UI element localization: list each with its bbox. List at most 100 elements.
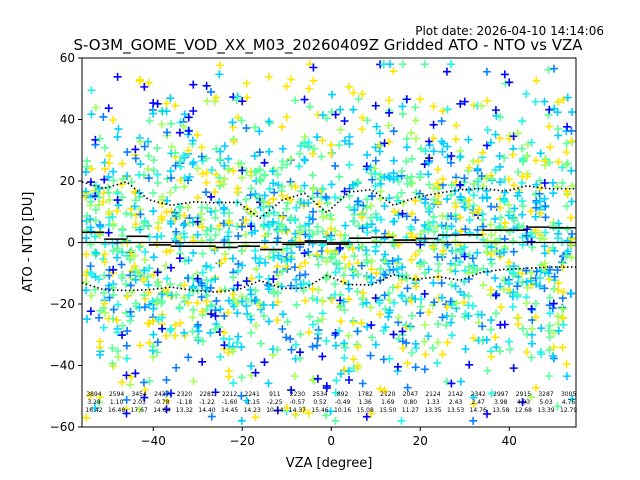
scatter-point — [433, 338, 442, 347]
scatter-point — [385, 289, 394, 298]
scatter-point — [447, 222, 456, 231]
scatter-point — [166, 280, 175, 289]
scatter-point — [237, 391, 246, 400]
scatter-point — [416, 173, 425, 182]
scatter-point — [397, 416, 406, 425]
scatter-point — [545, 122, 554, 131]
scatter-point — [406, 323, 415, 332]
scatter-point — [189, 305, 198, 314]
scatter-point — [260, 211, 269, 220]
scatter-point — [224, 308, 233, 317]
scatter-point — [550, 284, 559, 293]
scatter-point — [545, 293, 554, 302]
scatter-point — [393, 362, 402, 371]
scatter-point — [407, 128, 416, 137]
scatter-point — [301, 156, 310, 165]
scatter-point — [421, 147, 430, 156]
scatter-point — [278, 213, 287, 222]
scatter-point — [202, 154, 211, 163]
scatter-point — [526, 207, 535, 216]
scatter-point — [237, 373, 246, 382]
scatter-point — [367, 257, 376, 266]
scatter-point — [540, 235, 549, 244]
scatter-point — [104, 188, 113, 197]
scatter-point — [193, 298, 202, 307]
scatter-point — [487, 316, 496, 325]
scatter-point — [100, 240, 109, 249]
scatter-point — [437, 137, 446, 146]
scatter-point — [336, 194, 345, 203]
scatter-point — [491, 130, 500, 139]
scatter-point — [363, 150, 372, 159]
bin-mean-label: 2.47 — [472, 399, 486, 406]
scatter-point — [553, 312, 562, 321]
scatter-point — [495, 203, 504, 212]
scatter-point — [563, 159, 572, 168]
scatter-point — [366, 202, 375, 211]
scatter-point — [118, 248, 127, 257]
scatter-point — [487, 325, 496, 334]
scatter-point — [132, 265, 141, 274]
scatter-point — [167, 173, 176, 182]
scatter-point — [91, 216, 100, 225]
scatter-point — [234, 266, 243, 275]
scatter-point — [273, 234, 282, 243]
scatter-point — [344, 331, 353, 340]
scatter-point — [563, 225, 572, 234]
bin-count-label: 2142 — [448, 391, 463, 398]
scatter-point — [340, 306, 349, 315]
scatter-point — [153, 348, 162, 357]
scatter-point — [109, 176, 118, 185]
scatter-point — [323, 230, 332, 239]
scatter-point — [171, 183, 180, 192]
scatter-point — [482, 335, 491, 344]
scatter-point — [390, 207, 399, 216]
scatter-point — [562, 148, 571, 157]
scatter-point — [308, 171, 317, 180]
scatter-point — [420, 289, 429, 298]
scatter-point — [563, 93, 572, 102]
scatter-point — [220, 174, 229, 183]
scatter-point — [407, 209, 416, 218]
scatter-point — [362, 412, 371, 421]
scatter-point — [559, 288, 568, 297]
scatter-point — [535, 176, 544, 185]
scatter-point — [131, 369, 140, 378]
scatter-point — [184, 298, 193, 307]
bin-std-label: 16.42 — [85, 407, 102, 414]
scatter-point — [220, 328, 229, 337]
scatter-point — [394, 255, 403, 264]
scatter-point — [268, 217, 277, 226]
scatter-point — [389, 330, 398, 339]
scatter-point — [100, 250, 109, 259]
scatter-point — [171, 101, 180, 110]
scatter-point — [380, 291, 389, 300]
scatter-point — [193, 333, 202, 342]
scatter-point — [264, 72, 273, 81]
scatter-point — [495, 222, 504, 231]
scatter-point — [420, 365, 429, 374]
statistics-lines — [82, 181, 576, 293]
scatter-point — [411, 339, 420, 348]
scatter-point — [341, 221, 350, 230]
scatter-point — [304, 138, 313, 147]
scatter-point — [508, 150, 517, 159]
scatter-point — [518, 210, 527, 219]
scatter-point — [567, 181, 576, 190]
scatter-point — [424, 170, 433, 179]
scatter-point — [505, 78, 514, 87]
scatter-point — [446, 265, 455, 274]
scatter-point — [474, 157, 483, 166]
scatter-point — [198, 222, 207, 231]
scatter-point — [402, 143, 411, 152]
scatter-point — [500, 320, 509, 329]
scatter-point — [95, 200, 104, 209]
scatter-point — [224, 348, 233, 357]
scatter-point — [193, 274, 202, 283]
scatter-point — [301, 258, 310, 267]
scatter-point — [367, 192, 376, 201]
scatter-point — [554, 124, 563, 133]
scatter-point — [157, 120, 166, 129]
scatter-point — [131, 299, 140, 308]
scatter-point — [371, 101, 380, 110]
